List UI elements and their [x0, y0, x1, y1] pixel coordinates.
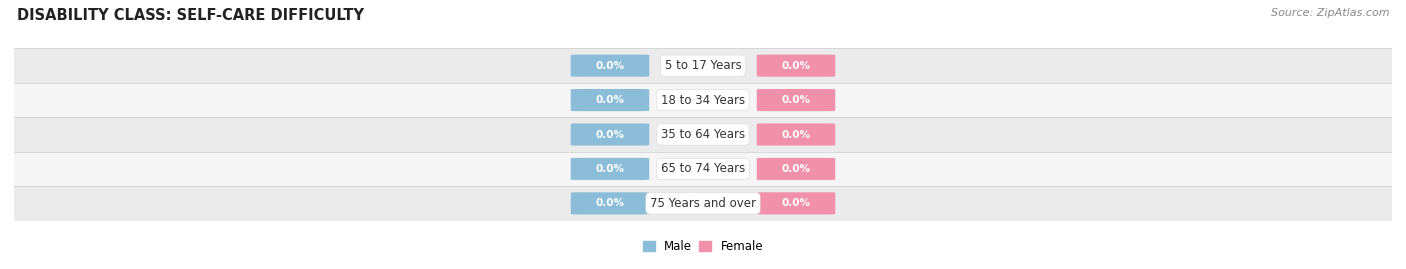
- Text: 0.0%: 0.0%: [596, 61, 624, 71]
- FancyBboxPatch shape: [571, 192, 650, 214]
- FancyBboxPatch shape: [571, 158, 650, 180]
- Text: 0.0%: 0.0%: [596, 129, 624, 140]
- Text: 18 to 34 Years: 18 to 34 Years: [661, 94, 745, 107]
- Text: 35 to 64 Years: 35 to 64 Years: [661, 128, 745, 141]
- Text: 65 to 74 Years: 65 to 74 Years: [661, 162, 745, 175]
- Bar: [14, 152, 1392, 186]
- Text: 0.0%: 0.0%: [596, 164, 624, 174]
- FancyBboxPatch shape: [756, 158, 835, 180]
- Text: 0.0%: 0.0%: [782, 129, 810, 140]
- Legend: Male, Female: Male, Female: [643, 240, 763, 253]
- Text: 75 Years and over: 75 Years and over: [650, 197, 756, 210]
- FancyBboxPatch shape: [756, 123, 835, 146]
- Text: Source: ZipAtlas.com: Source: ZipAtlas.com: [1271, 8, 1389, 18]
- Text: 5 to 17 Years: 5 to 17 Years: [665, 59, 741, 72]
- Text: 0.0%: 0.0%: [596, 95, 624, 105]
- Text: DISABILITY CLASS: SELF-CARE DIFFICULTY: DISABILITY CLASS: SELF-CARE DIFFICULTY: [17, 8, 364, 23]
- Text: 0.0%: 0.0%: [782, 95, 810, 105]
- FancyBboxPatch shape: [571, 123, 650, 146]
- Text: 0.0%: 0.0%: [782, 198, 810, 208]
- FancyBboxPatch shape: [756, 89, 835, 111]
- Text: 0.0%: 0.0%: [596, 198, 624, 208]
- Bar: [14, 83, 1392, 117]
- Bar: [14, 48, 1392, 83]
- Text: 0.0%: 0.0%: [782, 164, 810, 174]
- FancyBboxPatch shape: [756, 192, 835, 214]
- Bar: [14, 186, 1392, 221]
- Text: 0.0%: 0.0%: [782, 61, 810, 71]
- FancyBboxPatch shape: [756, 55, 835, 77]
- FancyBboxPatch shape: [571, 55, 650, 77]
- Bar: [14, 117, 1392, 152]
- FancyBboxPatch shape: [571, 89, 650, 111]
